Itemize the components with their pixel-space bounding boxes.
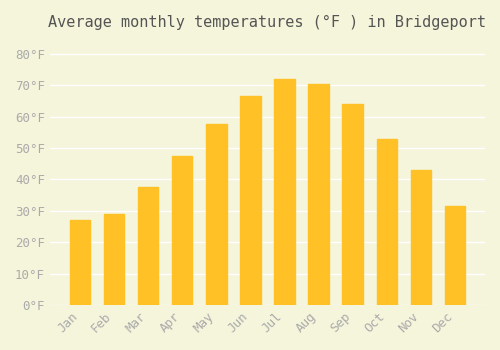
Bar <box>172 230 193 305</box>
Bar <box>104 259 124 305</box>
Bar <box>70 220 90 305</box>
Bar <box>206 125 227 305</box>
Bar <box>138 187 158 305</box>
Bar <box>308 84 329 305</box>
Bar <box>410 238 431 305</box>
Bar <box>342 204 363 305</box>
Bar <box>274 192 294 305</box>
Bar <box>206 125 227 305</box>
Bar <box>410 170 431 305</box>
Bar <box>445 206 465 305</box>
Bar <box>138 246 158 305</box>
Bar <box>308 84 329 305</box>
Bar <box>376 139 397 305</box>
Bar <box>410 170 431 305</box>
Bar <box>240 96 260 305</box>
Bar <box>172 156 193 305</box>
Bar <box>445 206 465 305</box>
Bar <box>240 96 260 305</box>
Bar <box>342 104 363 305</box>
Bar <box>172 156 193 305</box>
Bar <box>138 187 158 305</box>
Bar <box>240 201 260 305</box>
Bar <box>206 215 227 305</box>
Bar <box>376 139 397 305</box>
Bar <box>376 222 397 305</box>
Bar <box>274 79 294 305</box>
Bar <box>104 214 124 305</box>
Bar <box>274 79 294 305</box>
Bar <box>342 104 363 305</box>
Bar <box>104 214 124 305</box>
Bar <box>70 262 90 305</box>
Bar <box>445 256 465 305</box>
Title: Average monthly temperatures (°F ) in Bridgeport: Average monthly temperatures (°F ) in Br… <box>48 15 486 30</box>
Bar <box>70 220 90 305</box>
Bar <box>308 194 329 305</box>
